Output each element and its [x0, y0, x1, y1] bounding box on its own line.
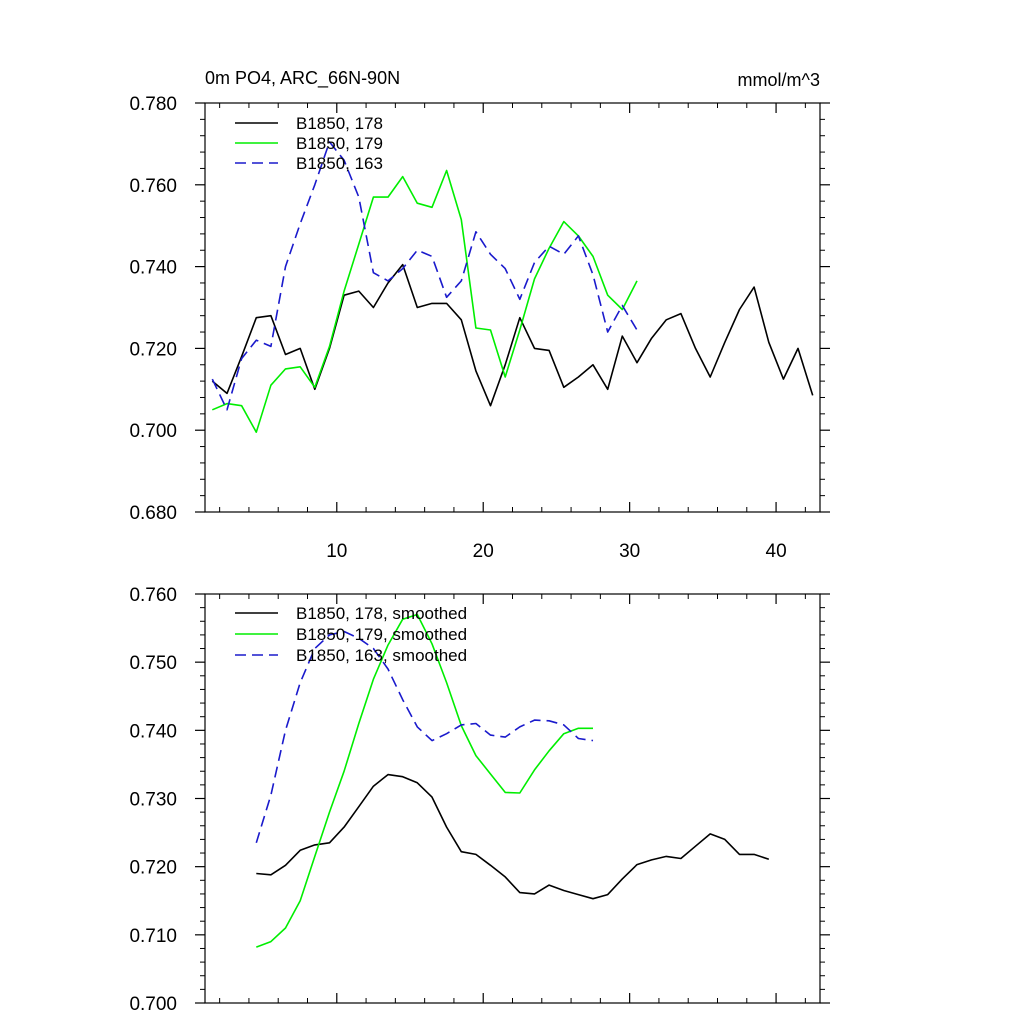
bottom-plot: 0.700 0.710 0.720 0.730 0.740 0.750 0.760 B185…	[129, 585, 830, 1015]
top-plot-units: mmol/m^3	[738, 70, 820, 90]
y-tick-label: 0.710	[129, 926, 177, 947]
x-tick-label-30: 30	[619, 541, 640, 562]
series-line-b1850-179-smoothed	[256, 613, 593, 948]
series-line-b1850-178-smoothed	[256, 773, 770, 900]
x-tick-label-20: 20	[473, 541, 494, 562]
bottom-plot-legend: B1850, 178, smoothed B1850, 179, smoothe…	[235, 604, 467, 665]
y-tick-label: 0.720	[129, 858, 177, 879]
y-tick-label: 0.780	[129, 94, 177, 115]
y-tick-label: 0.750	[129, 653, 177, 674]
series-line-b1850-163-smoothed	[255, 630, 594, 844]
legend-label-178-smoothed: B1850, 178, smoothed	[296, 604, 467, 623]
y-tick-label: 0.740	[129, 721, 177, 742]
series-line-b1850-179	[211, 169, 638, 434]
legend-label-163-smoothed: B1850, 163, smoothed	[296, 646, 467, 665]
legend-label-179: B1850, 179	[296, 134, 383, 153]
series-line-b1850-178	[211, 263, 814, 407]
y-tick-label: 0.700	[129, 994, 177, 1015]
top-plot: 0m PO4, ARC_66N-90N mmol/m^3 10 20 30 40 0.6…	[129, 68, 830, 562]
y-tick-label: 0.760	[129, 176, 177, 197]
legend-label-178: B1850, 178	[296, 114, 383, 133]
x-tick-label-10: 10	[326, 541, 347, 562]
legend-label-163: B1850, 163	[296, 154, 383, 173]
top-plot-legend: B1850, 178 B1850, 179 B1850, 163	[235, 114, 383, 173]
y-tick-label: 0.740	[129, 258, 177, 279]
y-tick-label: 0.700	[129, 421, 177, 442]
y-tick-label: 0.680	[129, 503, 177, 524]
legend-label-179-smoothed: B1850, 179, smoothed	[296, 625, 467, 644]
y-tick-label: 0.760	[129, 585, 177, 606]
x-tick-label-40: 40	[766, 541, 787, 562]
series-line-b1850-163	[211, 141, 638, 411]
y-tick-label: 0.720	[129, 339, 177, 360]
y-tick-label: 0.730	[129, 790, 177, 811]
top-plot-title: 0m PO4, ARC_66N-90N	[205, 68, 400, 89]
